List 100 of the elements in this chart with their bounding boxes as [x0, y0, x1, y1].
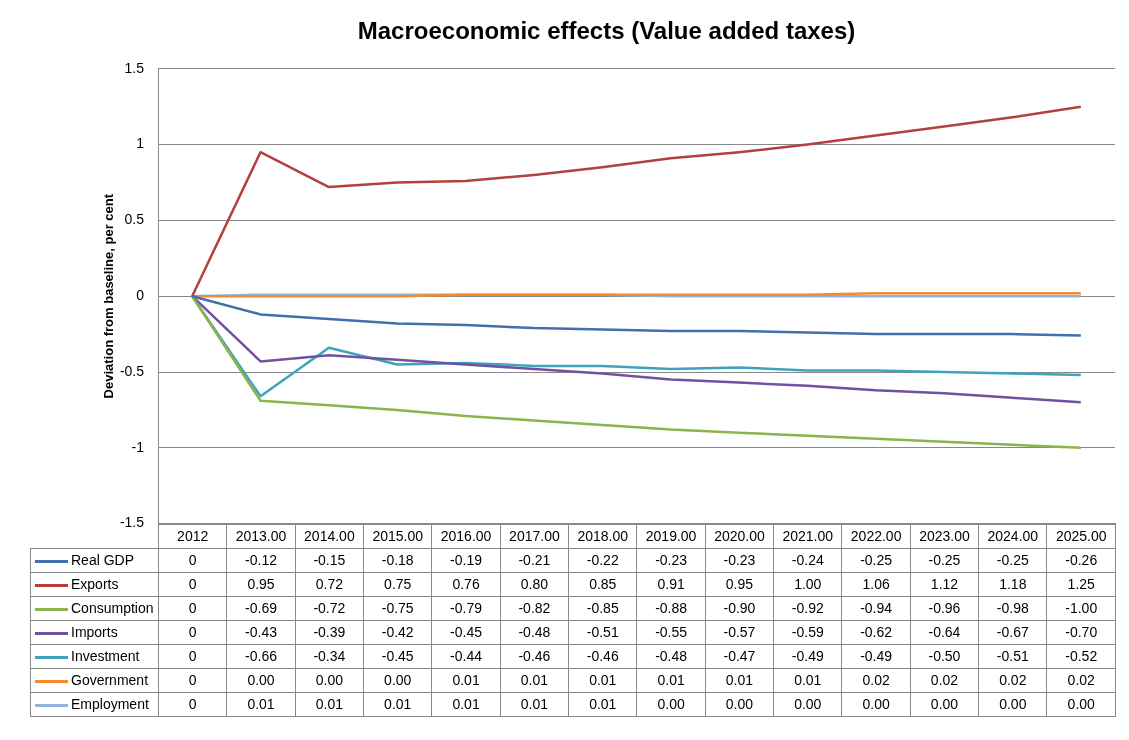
y-tick-label: -1.5: [119, 514, 145, 531]
data-label: -0.12: [226, 548, 296, 573]
data-label: 1.18: [978, 572, 1047, 597]
data-label: 0.01: [295, 692, 364, 717]
data-label: -0.72: [295, 596, 364, 621]
x-tick-label: 2016.00: [431, 524, 501, 549]
legend-label: Consumption: [30, 596, 159, 621]
data-label: 0.00: [841, 692, 911, 717]
data-label: 0: [158, 692, 227, 717]
data-label: -0.21: [500, 548, 569, 573]
data-label: -0.25: [841, 548, 911, 573]
data-label: -0.15: [295, 548, 364, 573]
data-label: -0.48: [500, 620, 569, 645]
data-label: 0.85: [568, 572, 637, 597]
data-label: -0.24: [773, 548, 842, 573]
data-label: 0.02: [910, 668, 979, 693]
data-label: 0.00: [636, 692, 706, 717]
data-label: 1.00: [773, 572, 842, 597]
data-label: -0.51: [978, 644, 1047, 669]
data-label: 0.00: [363, 668, 432, 693]
x-tick-label: 2012: [158, 524, 227, 549]
data-label: -0.18: [363, 548, 432, 573]
data-label: -0.94: [841, 596, 911, 621]
y-axis-title: Deviation from baseline, per cent: [101, 193, 117, 399]
data-label: -0.25: [910, 548, 979, 573]
data-label: -0.55: [636, 620, 706, 645]
data-label: -0.90: [705, 596, 774, 621]
data-label: 0.01: [500, 692, 569, 717]
data-label: -0.22: [568, 548, 637, 573]
data-label: 0.72: [295, 572, 364, 597]
x-tick-label: 2013.00: [226, 524, 296, 549]
data-label: -0.67: [978, 620, 1047, 645]
data-label: 0.91: [636, 572, 706, 597]
data-label: 0.01: [500, 668, 569, 693]
data-label: -0.43: [226, 620, 296, 645]
chart-title: Macroeconomic effects (Value added taxes): [357, 17, 856, 45]
data-label: -0.42: [363, 620, 432, 645]
legend-label: Investment: [30, 644, 159, 669]
data-label: -0.52: [1046, 644, 1116, 669]
data-label: -1.00: [1046, 596, 1116, 621]
data-label: -0.96: [910, 596, 979, 621]
data-label: 0.02: [841, 668, 911, 693]
data-label: 1.06: [841, 572, 911, 597]
data-label: -0.47: [705, 644, 774, 669]
data-label: 0.00: [295, 668, 364, 693]
x-tick-label: 2014.00: [295, 524, 364, 549]
data-label: -0.64: [910, 620, 979, 645]
data-label: 0.75: [363, 572, 432, 597]
data-label: 0.01: [431, 668, 501, 693]
legend-label: Exports: [30, 572, 159, 597]
data-label: -0.34: [295, 644, 364, 669]
data-label: -0.69: [226, 596, 296, 621]
y-tick-label: -1: [131, 438, 145, 455]
data-label: -0.39: [295, 620, 364, 645]
data-label: 0.76: [431, 572, 501, 597]
data-label: -0.26: [1046, 548, 1116, 573]
data-label: -0.75: [363, 596, 432, 621]
data-label: -0.57: [705, 620, 774, 645]
data-label: -0.51: [568, 620, 637, 645]
y-tick-label: 0.5: [124, 211, 145, 228]
y-tick-label: -0.5: [119, 362, 145, 379]
legend-label: Imports: [30, 620, 159, 645]
data-label: 0: [158, 668, 227, 693]
data-label: 0.00: [910, 692, 979, 717]
data-label: 0.01: [568, 668, 637, 693]
x-tick-label: 2024.00: [978, 524, 1047, 549]
data-label: -0.50: [910, 644, 979, 669]
data-label: 0.01: [431, 692, 501, 717]
data-label: 0.01: [636, 668, 706, 693]
legend-label: Government: [30, 668, 159, 693]
data-label: -0.23: [705, 548, 774, 573]
data-label: -0.19: [431, 548, 501, 573]
legend-label: Employment: [30, 692, 159, 717]
data-label: 0.95: [226, 572, 296, 597]
data-label: 0.00: [226, 668, 296, 693]
data-label: -0.25: [978, 548, 1047, 573]
data-label: 0.01: [226, 692, 296, 717]
data-label: 0.80: [500, 572, 569, 597]
data-label: -0.48: [636, 644, 706, 669]
data-label: -0.23: [636, 548, 706, 573]
data-label: 0.00: [1046, 692, 1116, 717]
data-label: -0.66: [226, 644, 296, 669]
data-label: -0.45: [431, 620, 501, 645]
data-label: -0.44: [431, 644, 501, 669]
data-label: -0.70: [1046, 620, 1116, 645]
data-label: 0: [158, 548, 227, 573]
data-label: -0.49: [841, 644, 911, 669]
data-label: -0.62: [841, 620, 911, 645]
data-label: 0.02: [978, 668, 1047, 693]
x-tick-label: 2019.00: [636, 524, 706, 549]
x-tick-label: 2021.00: [773, 524, 842, 549]
y-tick-label: 1: [136, 135, 145, 152]
data-label: 0: [158, 644, 227, 669]
data-label: 0.00: [978, 692, 1047, 717]
y-tick-label: 0: [136, 287, 145, 304]
x-tick-label: 2018.00: [568, 524, 637, 549]
data-label: 1.25: [1046, 572, 1116, 597]
data-label: -0.88: [636, 596, 706, 621]
data-label: 0: [158, 620, 227, 645]
data-label: -0.49: [773, 644, 842, 669]
